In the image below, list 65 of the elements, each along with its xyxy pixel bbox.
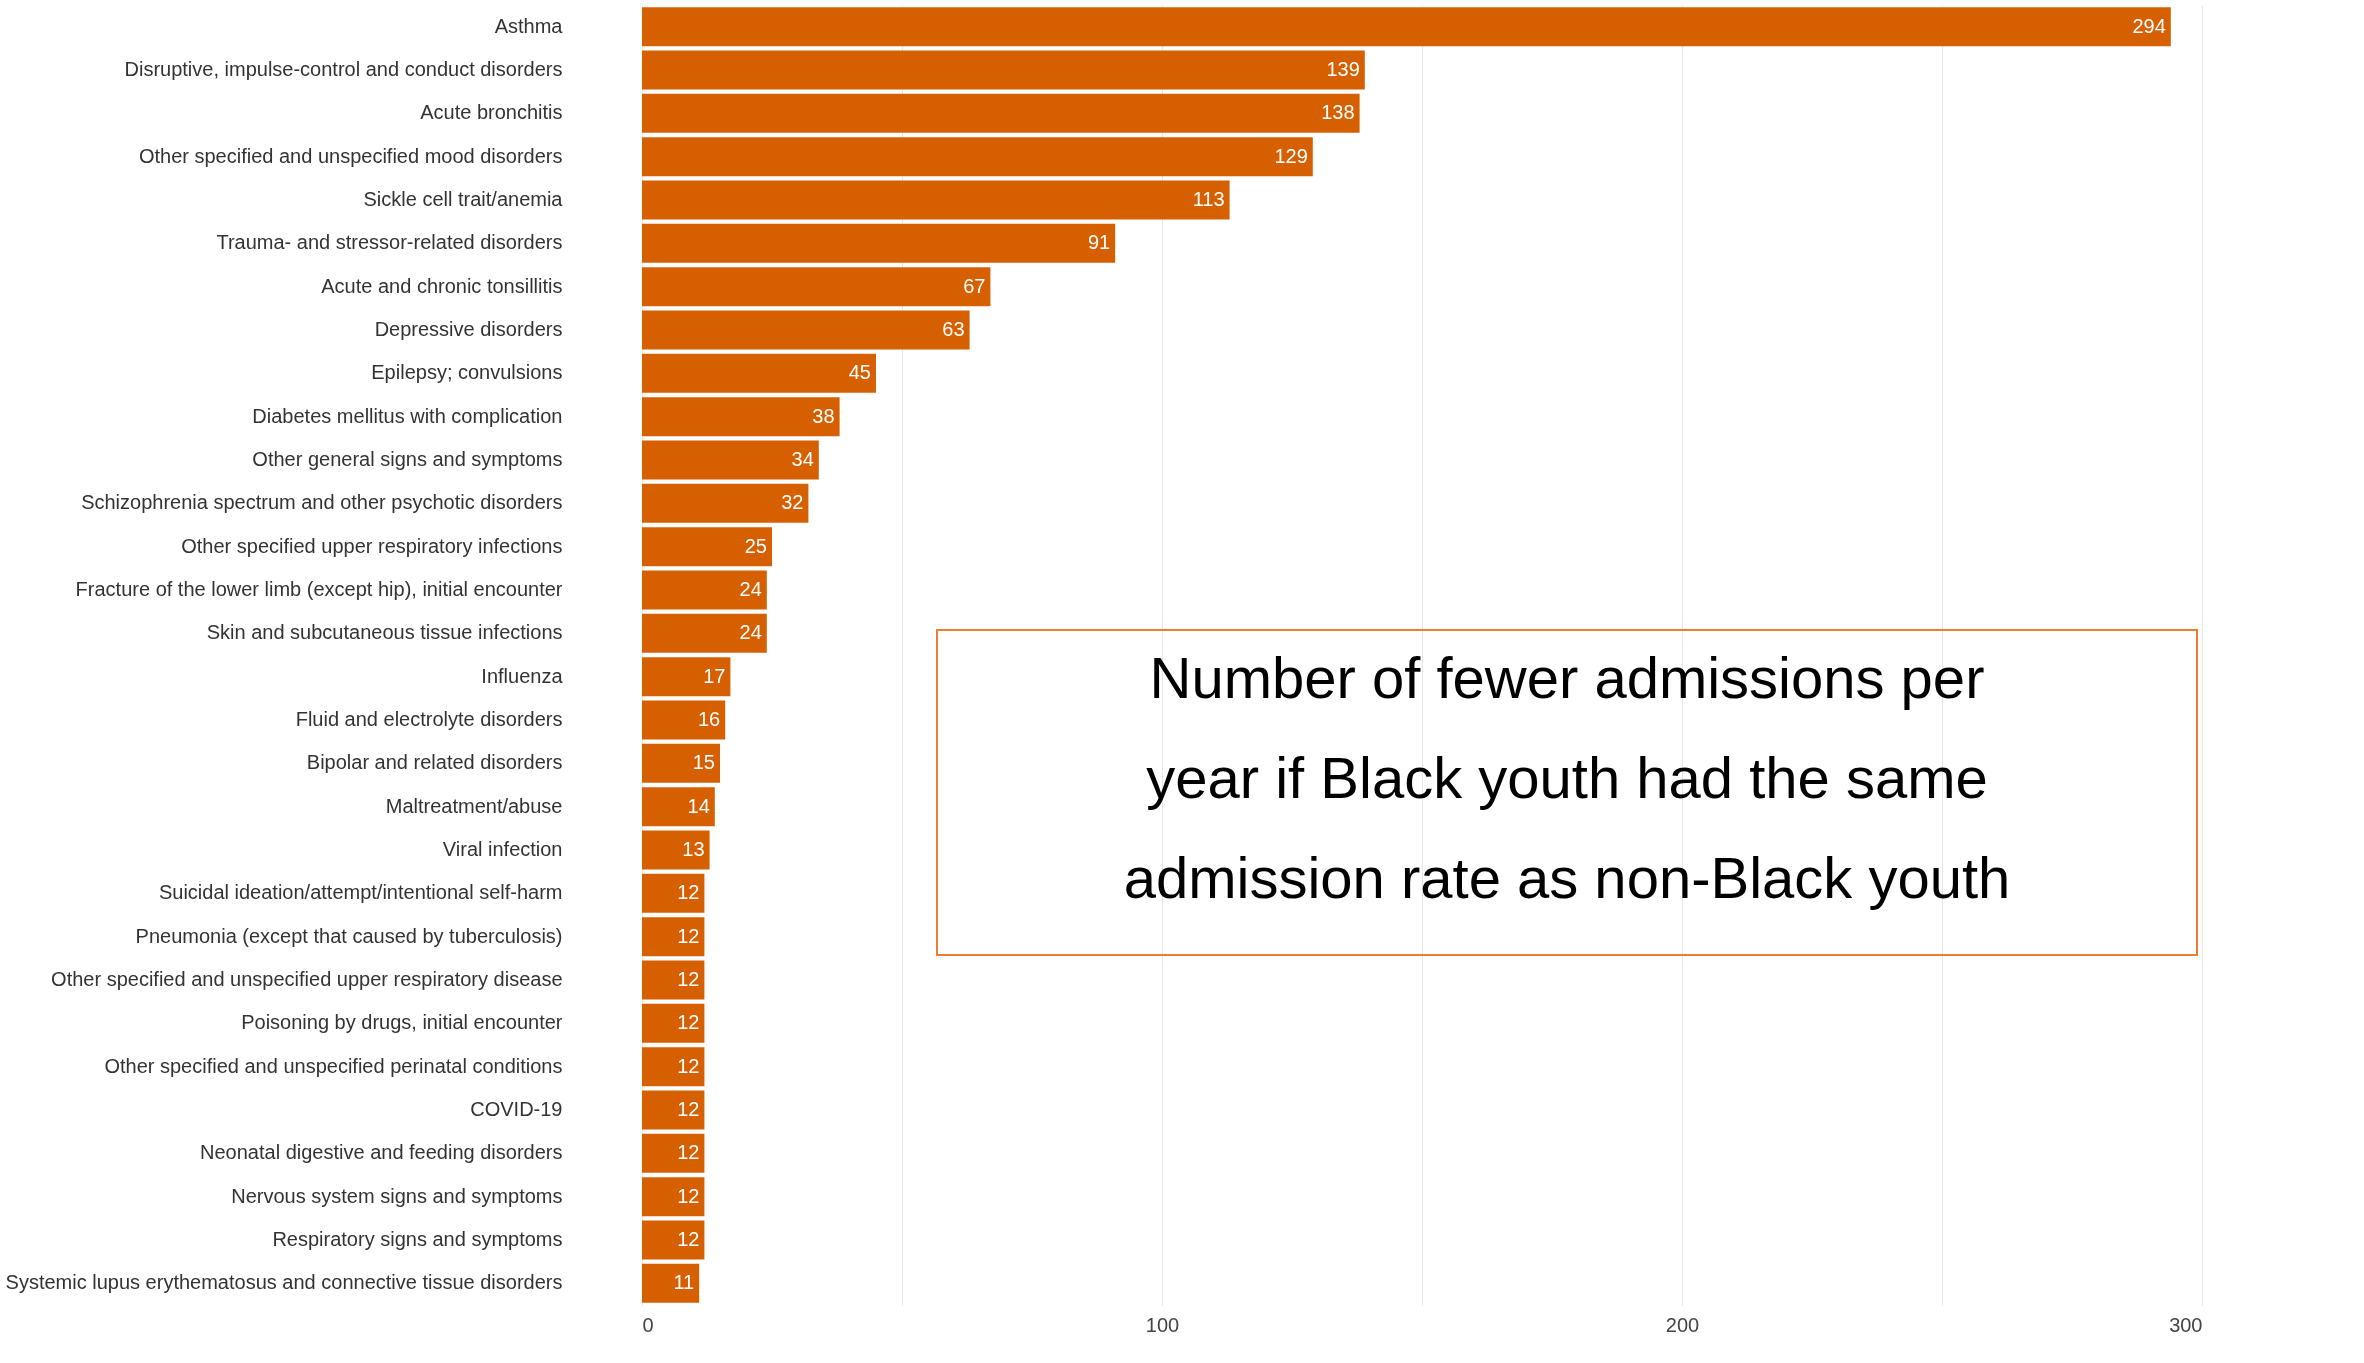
y-tick-label: Respiratory signs and symptoms	[272, 1228, 563, 1250]
data-label: 34	[791, 448, 814, 470]
data-label: 138	[1321, 101, 1355, 124]
data-label: 15	[692, 751, 715, 774]
y-tick-label: Neonatal digestive and feeding disorders	[200, 1141, 563, 1164]
y-tick-label: Disruptive, impulse-control and conduct disorders	[124, 58, 563, 80]
data-label: 91	[1087, 231, 1111, 254]
y-tick-label: Depressive disorders	[374, 318, 563, 340]
data-label: 13	[682, 838, 705, 860]
y-tick-label: Acute bronchitis	[420, 101, 563, 124]
y-tick-label: Suicidal ideation/attempt/intentional self-harm	[158, 881, 563, 904]
data-label: 12	[677, 1184, 700, 1207]
data-label: 113	[1192, 188, 1225, 210]
data-label: 12	[677, 1098, 700, 1120]
data-label: 11	[673, 1271, 695, 1294]
y-tick-label: Other specified and unspecified upper respiratory disease	[51, 968, 563, 990]
x-tick-label: 100	[1145, 1313, 1180, 1336]
data-label: 12	[677, 968, 700, 990]
y-tick-label: Other specified and unspecified perinatal conditions	[104, 1054, 563, 1077]
data-label: 12	[677, 924, 700, 947]
data-label: 12	[677, 1141, 700, 1164]
y-tick-label: COVID-19	[470, 1098, 563, 1120]
y-tick-label: Other specified upper respiratory infections	[181, 534, 563, 557]
y-tick-label: Other specified and unspecified mood disorders	[138, 144, 563, 167]
y-tick-label: Skin and subcutaneous tissue infections	[206, 621, 563, 644]
y-tick-label: Asthma	[494, 14, 564, 37]
data-label: 12	[677, 1054, 700, 1077]
data-label: 25	[744, 534, 767, 557]
y-tick-label: Fluid and electrolyte disorders	[295, 708, 563, 730]
data-label: 14	[687, 794, 710, 817]
data-label: 67	[963, 274, 986, 297]
data-label: 129	[1274, 144, 1308, 167]
y-tick-label: Diabetes mellitus with complication	[252, 404, 563, 427]
data-label: 17	[703, 664, 726, 687]
y-tick-label: Other general signs and symptoms	[252, 448, 563, 470]
data-label: 63	[942, 318, 965, 340]
y-tick-label: Poisoning by drugs, initial encounter	[241, 1011, 563, 1034]
data-label: 24	[739, 578, 762, 600]
y-tick-label: Acute and chronic tonsillitis	[321, 274, 563, 297]
y-tick-label: Systemic lupus erythematosus and connective tissue disorders	[5, 1271, 563, 1294]
y-tick-label: Fracture of the lower limb (except hip), initial encounter	[75, 578, 563, 600]
x-tick-label: 200	[1665, 1313, 1700, 1336]
y-tick-label: Maltreatment/abuse	[385, 794, 563, 817]
y-tick-label: Viral infection	[442, 838, 563, 860]
y-tick-label: Influenza	[481, 664, 564, 687]
data-label: 12	[677, 1228, 700, 1250]
y-tick-label: Bipolar and related disorders	[306, 751, 563, 774]
data-label: 139	[1326, 58, 1360, 80]
data-label: 45	[848, 361, 871, 384]
data-label: 32	[781, 491, 804, 514]
data-label: 24	[739, 621, 762, 644]
data-label: 12	[677, 1011, 700, 1034]
data-label: 16	[697, 708, 721, 730]
data-label: 12	[677, 881, 700, 904]
annotation: Number of fewer admissions per year if Black youth had the same admission rate as non-Black youth	[1123, 645, 2011, 910]
y-tick-label: Trauma- and stressor-related disorders	[216, 231, 563, 254]
data-label: 38	[812, 404, 835, 427]
y-tick-label: Nervous system signs and symptoms	[231, 1184, 563, 1207]
x-tick-label: 0	[642, 1313, 654, 1336]
y-tick-label: Epilepsy; convulsions	[371, 361, 563, 384]
y-tick-label: Schizophrenia spectrum and other psychotic disorders	[81, 491, 563, 514]
x-tick-label: 300	[2169, 1313, 2203, 1336]
y-tick-label: Sickle cell trait/anemia	[363, 188, 564, 210]
y-tick-label: Pneumonia (except that caused by tuberculosis)	[135, 924, 563, 947]
data-label: 294	[2132, 14, 2166, 37]
